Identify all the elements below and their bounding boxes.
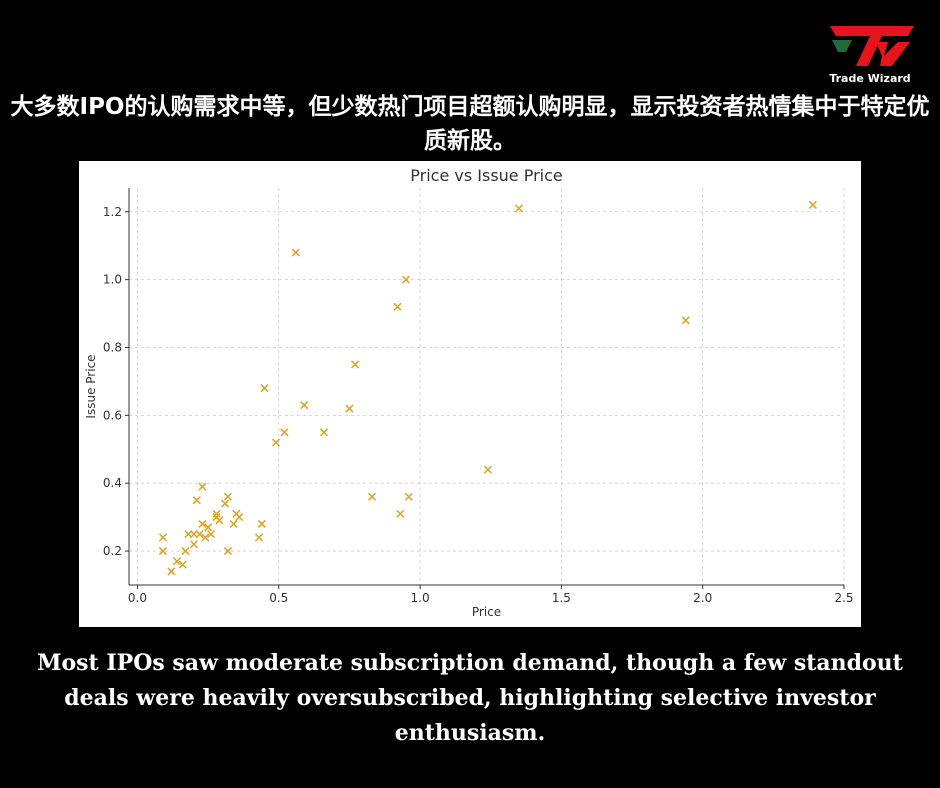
x-axis-label: Price <box>472 605 501 619</box>
headline-chinese: 大多数IPO的认购需求中等，但少数热门项目超额认购明显，显示投资者热情集中于特定… <box>10 94 930 154</box>
x-tick-label: 1.0 <box>411 591 430 605</box>
tw-logo-icon <box>830 26 914 66</box>
y-tick-label: 0.2 <box>103 544 122 558</box>
data-point <box>229 519 238 528</box>
trade-wizard-logo: Trade Wizard <box>822 22 918 88</box>
data-point <box>396 509 405 518</box>
data-point <box>681 316 690 325</box>
data-point <box>393 302 402 311</box>
data-point <box>198 519 207 528</box>
data-point <box>483 465 492 474</box>
data-point <box>257 519 266 528</box>
y-tick-label: 0.6 <box>103 408 122 422</box>
data-point <box>195 530 204 539</box>
data-point <box>173 557 182 566</box>
data-point <box>345 404 354 413</box>
data-point <box>212 509 221 518</box>
data-point <box>235 513 244 522</box>
data-point <box>192 496 201 505</box>
brand-name: Trade Wizard <box>829 72 911 85</box>
data-point <box>158 547 167 556</box>
data-point <box>368 492 377 501</box>
data-point <box>271 438 280 447</box>
y-tick-label: 0.8 <box>103 340 122 354</box>
y-tick-label: 0.4 <box>103 476 122 490</box>
chart-svg: 0.0 0.5 1.0 1.5 2.0 2.5 0.2 0.4 0.6 0.8 1.0 1.2 Pric… <box>84 166 854 619</box>
chart-title: Price vs Issue Price <box>410 166 563 185</box>
y-axis-label: Issue Price <box>84 354 98 418</box>
x-tick-label: 2.0 <box>693 591 712 605</box>
x-tick-label: 1.5 <box>552 591 571 605</box>
data-point <box>319 428 329 437</box>
data-point <box>260 384 269 393</box>
data-point <box>198 482 207 491</box>
data-point <box>178 560 187 569</box>
data-point <box>215 516 224 525</box>
data-point <box>206 530 215 539</box>
data-point <box>401 275 410 284</box>
data-point <box>181 547 190 556</box>
x-tick-label: 2.5 <box>834 591 853 605</box>
data-point <box>291 248 300 257</box>
data-point <box>514 204 524 213</box>
y-tick-label: 1.0 <box>103 273 122 287</box>
data-point <box>201 533 210 542</box>
x-tick-label: 0.0 <box>128 591 147 605</box>
data-point <box>280 428 289 437</box>
data-point <box>189 540 199 549</box>
scatter-chart: 0.0 0.5 1.0 1.5 2.0 2.5 0.2 0.4 0.6 0.8 1.0 1.2 Pric… <box>79 161 861 627</box>
data-point <box>254 533 264 542</box>
data-point <box>221 499 230 508</box>
data-point <box>204 523 213 532</box>
data-point <box>167 567 176 576</box>
data-point <box>351 360 360 369</box>
data-point <box>808 200 817 209</box>
data-point <box>158 533 167 542</box>
data-point <box>223 492 232 501</box>
data-point <box>223 547 232 556</box>
x-tick-label: 0.5 <box>269 591 288 605</box>
data-point <box>300 401 309 410</box>
data-point <box>404 492 413 501</box>
y-tick-label: 1.2 <box>103 205 122 219</box>
caption-english: Most IPOs saw moderate subscription dema… <box>37 650 903 746</box>
